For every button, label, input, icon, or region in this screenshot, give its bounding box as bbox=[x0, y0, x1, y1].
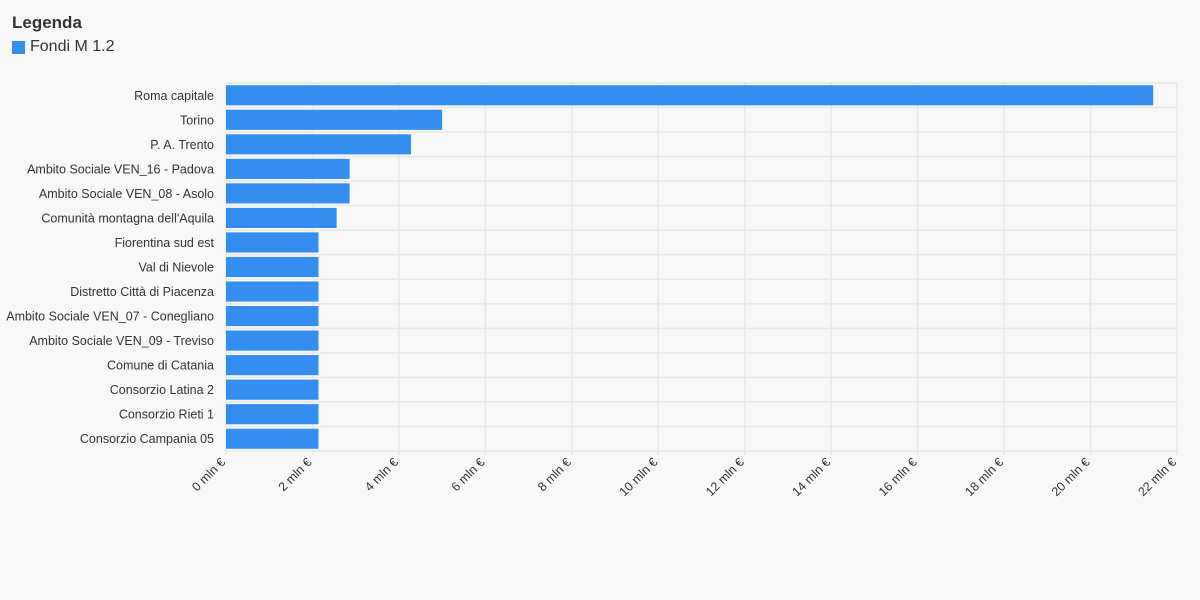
bar[interactable] bbox=[226, 379, 319, 400]
category-label: Fiorentina sud est bbox=[115, 236, 215, 250]
bar[interactable] bbox=[226, 256, 319, 278]
bar[interactable] bbox=[226, 158, 350, 179]
x-tick-label: 2 mln € bbox=[276, 455, 315, 494]
x-axis-tick-labels: 0 mln € 2 mln € 4 mln € 6 mln € 8 mln € 10 ml… bbox=[189, 455, 1179, 499]
legend-label: Fondi M 1.2 bbox=[30, 38, 115, 55]
x-tick-label: 8 mln € bbox=[535, 455, 574, 494]
bar[interactable] bbox=[226, 330, 319, 351]
category-label: Consorzio Campania 05 bbox=[80, 432, 214, 446]
bar[interactable] bbox=[226, 232, 319, 253]
x-tick-label: 20 mln € bbox=[1049, 455, 1093, 499]
bar[interactable] bbox=[226, 428, 319, 449]
category-label: Comune di Catania bbox=[107, 359, 214, 373]
bar[interactable] bbox=[226, 207, 337, 228]
legend-title: Legenda bbox=[12, 13, 82, 32]
category-label: Ambito Sociale VEN_09 - Treviso bbox=[29, 334, 214, 348]
bars bbox=[226, 85, 1154, 449]
bar[interactable] bbox=[226, 109, 443, 130]
bar[interactable] bbox=[226, 85, 1154, 106]
legend-swatch bbox=[12, 40, 25, 54]
x-tick-label: 4 mln € bbox=[362, 455, 401, 494]
category-labels: Roma capitale Torino P. A. Trento Ambito So… bbox=[6, 89, 214, 446]
bar[interactable] bbox=[226, 281, 319, 302]
bar[interactable] bbox=[226, 355, 319, 376]
x-tick-label: 18 mln € bbox=[962, 455, 1006, 499]
bar[interactable] bbox=[226, 183, 350, 204]
bar[interactable] bbox=[226, 404, 319, 425]
x-tick-label: 22 mln € bbox=[1135, 455, 1179, 499]
category-label: Torino bbox=[180, 113, 214, 127]
category-label: Distretto Città di Piacenza bbox=[70, 285, 214, 299]
category-label: P. A. Trento bbox=[150, 138, 214, 152]
legend: Legenda Fondi M 1.2 bbox=[12, 12, 114, 58]
x-tick-label: 0 mln € bbox=[189, 455, 228, 494]
category-label: Ambito Sociale VEN_08 - Asolo bbox=[39, 187, 214, 201]
x-tick-label: 16 mln € bbox=[876, 455, 920, 499]
x-tick-label: 10 mln € bbox=[617, 455, 661, 499]
legend-item[interactable]: Fondi M 1.2 bbox=[12, 36, 114, 58]
category-label: Consorzio Latina 2 bbox=[110, 383, 214, 397]
category-label: Consorzio Rieti 1 bbox=[119, 408, 214, 422]
x-tick-label: 14 mln € bbox=[789, 455, 833, 499]
bar[interactable] bbox=[226, 134, 412, 155]
category-label: Ambito Sociale VEN_16 - Padova bbox=[27, 162, 214, 176]
category-label: Ambito Sociale VEN_07 - Conegliano bbox=[6, 310, 214, 324]
category-label: Val di Nievole bbox=[138, 261, 214, 275]
bar[interactable] bbox=[226, 306, 319, 327]
category-label: Roma capitale bbox=[134, 89, 214, 103]
x-tick-label: 12 mln € bbox=[703, 455, 747, 499]
category-label: Comunità montagna dell'Aquila bbox=[41, 211, 214, 225]
x-tick-label: 6 mln € bbox=[449, 455, 488, 494]
